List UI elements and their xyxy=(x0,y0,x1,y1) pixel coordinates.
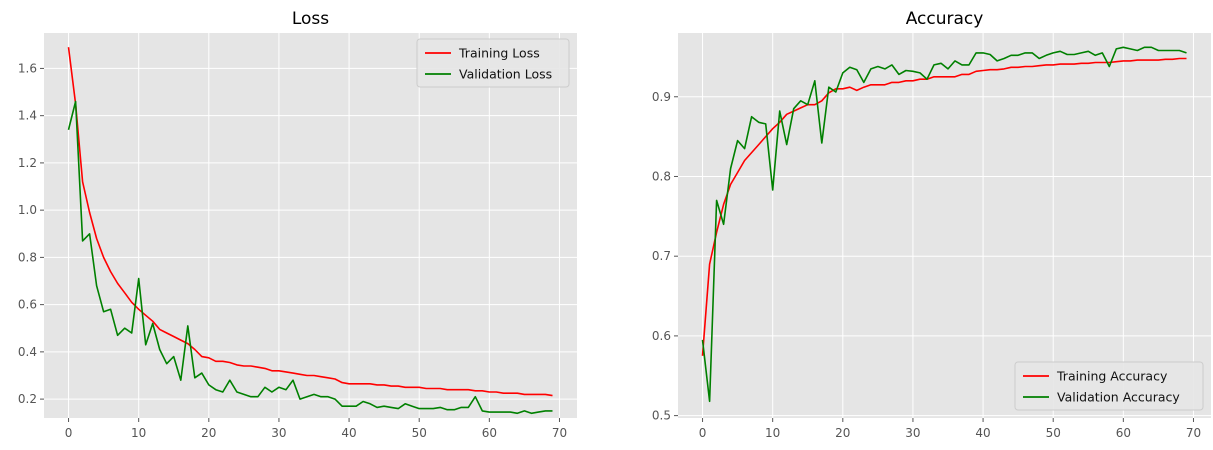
y-tick-label: 1.0 xyxy=(18,203,37,217)
x-tick-label: 20 xyxy=(201,426,216,440)
legend-entry-label: Validation Loss xyxy=(459,67,552,82)
plot-area xyxy=(44,33,577,418)
legend-box xyxy=(416,38,570,88)
y-tick-label: 1.4 xyxy=(18,109,37,123)
x-tick-label: 60 xyxy=(482,426,497,440)
y-tick-label: 0.8 xyxy=(652,169,671,183)
legend: Training Loss Validation Loss xyxy=(416,38,570,88)
x-tick-label: 70 xyxy=(1186,426,1201,440)
x-tick-label: 40 xyxy=(341,426,356,440)
legend-box xyxy=(1014,361,1204,411)
y-tick-label: 0.8 xyxy=(18,250,37,264)
x-tick-label: 40 xyxy=(975,426,990,440)
x-tick-label: 70 xyxy=(552,426,567,440)
x-tick-label: 50 xyxy=(412,426,427,440)
x-tick-label: 30 xyxy=(905,426,920,440)
x-tick-label: 0 xyxy=(699,426,707,440)
y-tick-label: 0.9 xyxy=(652,90,671,104)
y-tick-label: 0.6 xyxy=(652,329,671,343)
series-line-training-accuracy xyxy=(701,57,1187,356)
y-tick-label: 0.4 xyxy=(18,345,37,359)
y-tick-label: 0.5 xyxy=(652,409,671,423)
x-tick-label: 10 xyxy=(765,426,780,440)
series-line-validation-accuracy xyxy=(701,46,1187,403)
y-tick-label: 1.2 xyxy=(18,156,37,170)
x-tick-label: 10 xyxy=(131,426,146,440)
series-line-validation-loss xyxy=(67,100,553,415)
series-line-training-loss xyxy=(67,47,553,397)
x-tick-label: 20 xyxy=(835,426,850,440)
chart-title: Loss xyxy=(292,9,329,29)
y-tick-label: 0.7 xyxy=(652,249,671,263)
legend-entry-label: Training Accuracy xyxy=(1056,369,1168,384)
y-tick-label: 0.6 xyxy=(18,298,37,312)
x-tick-label: 60 xyxy=(1116,426,1131,440)
x-tick-label: 50 xyxy=(1046,426,1061,440)
x-tick-label: 30 xyxy=(271,426,286,440)
legend-entry-label: Validation Accuracy xyxy=(1057,390,1180,405)
plot-area xyxy=(678,33,1211,418)
x-tick-label: 0 xyxy=(65,426,73,440)
y-tick-label: 1.6 xyxy=(18,61,37,75)
chart-accuracy-panel: 0 10 20 30 40 50 60 70 0.5 0.6 0.7 0.8 0.9 Accuracy Tr… xyxy=(652,9,1211,440)
chart-loss-panel: 0 10 20 30 40 50 60 70 0.2 0.4 0.6 0.8 1.0 1.2 1.4 1.6 L… xyxy=(18,9,577,440)
legend: Training Accuracy Validation Accuracy xyxy=(1014,361,1204,411)
chart-title: Accuracy xyxy=(906,9,984,29)
y-tick-label: 0.2 xyxy=(18,392,37,406)
legend-entry-label: Training Loss xyxy=(458,46,540,61)
